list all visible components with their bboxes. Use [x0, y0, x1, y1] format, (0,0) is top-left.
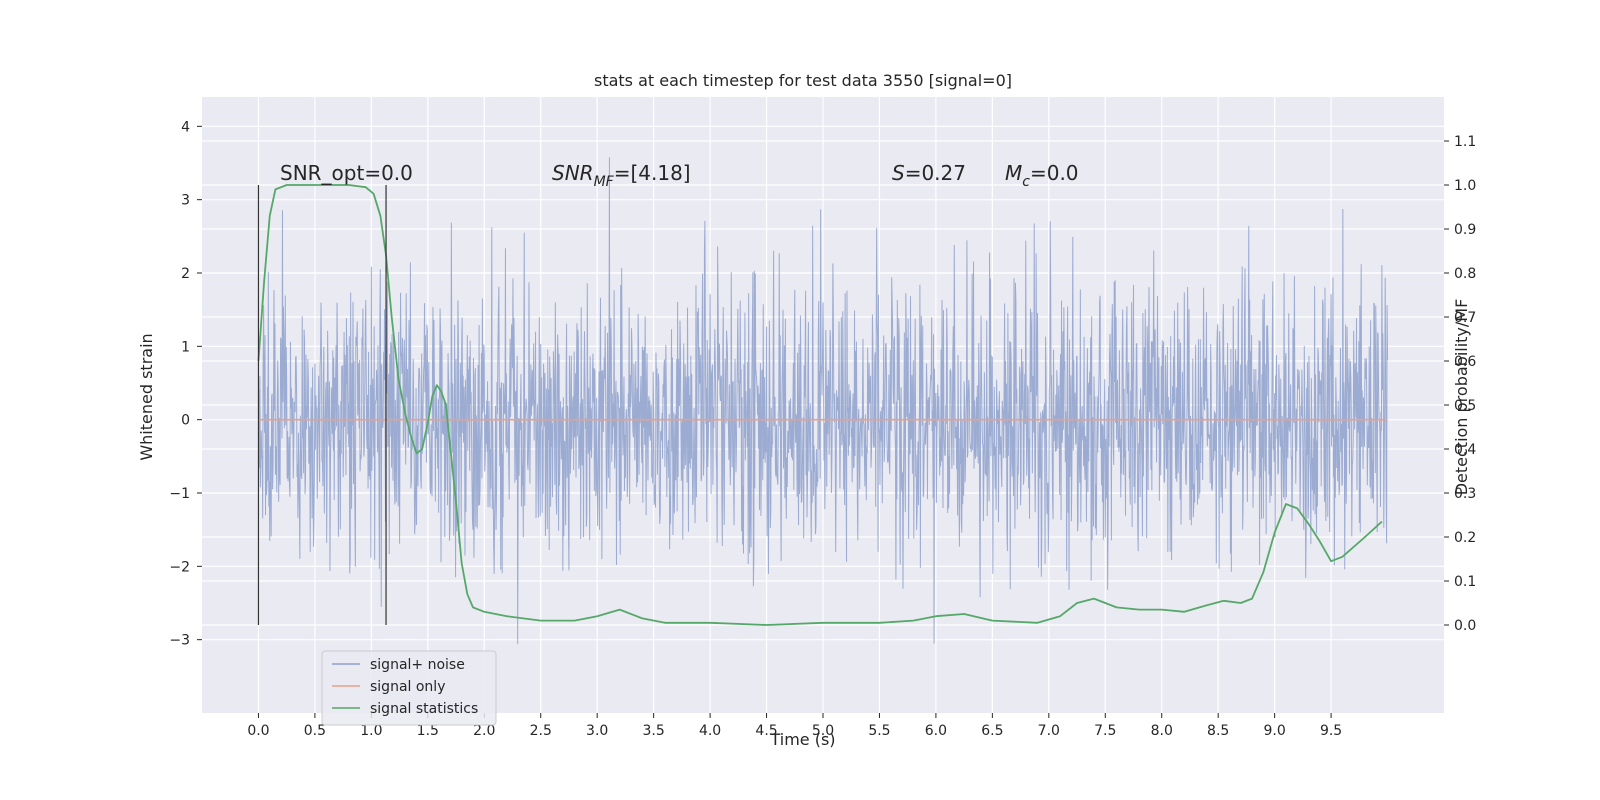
x-tick-label: 9.0 [1264, 723, 1286, 739]
s-value: =0.27 [905, 161, 966, 185]
x-tick-label: 7.0 [1038, 723, 1060, 739]
right-y-tick-label: 1.0 [1454, 178, 1476, 194]
legend-label-signal-statistics: signal statistics [370, 701, 478, 717]
right-y-tick-label: 0.7 [1454, 310, 1476, 326]
y-tick-label: 3 [181, 193, 190, 209]
x-axis-label: Time (s) [769, 730, 835, 749]
snr-mf-sub: MF [594, 174, 615, 190]
signal-plus-noise-line [257, 157, 1389, 645]
right-y-axis-ticks: 0.0 0.1 0.2 0.3 0.4 0.5 0.6 0.7 0.8 0.9 1.0 1.1 [1444, 134, 1476, 634]
right-y-tick-label: 0.8 [1454, 266, 1476, 282]
mc-value: =0.0 [1030, 161, 1079, 185]
x-tick-label: 0.5 [304, 723, 326, 739]
mc-sub: c [1022, 174, 1030, 190]
s-symbol: S [892, 161, 905, 185]
x-tick-label: 6.5 [981, 723, 1003, 739]
legend-label-signal-noise: signal+ noise [370, 657, 465, 673]
right-y-tick-label: 1.1 [1454, 134, 1476, 150]
x-tick-label: 3.5 [643, 723, 665, 739]
y-tick-label: −3 [169, 633, 190, 649]
x-tick-label: 4.5 [755, 723, 777, 739]
right-y-tick-label: 0.2 [1454, 530, 1476, 546]
x-tick-label: 0.0 [247, 723, 269, 739]
signal-plus-noise-series [257, 157, 1389, 645]
x-tick-label: 3.0 [586, 723, 608, 739]
right-y-tick-label: 0.9 [1454, 222, 1476, 238]
y-axis-label: Whitened strain [137, 333, 156, 460]
vertical-markers [257, 185, 387, 625]
y-axis-ticks: −3 −2 −1 0 1 2 3 4 [169, 119, 202, 649]
x-tick-label: 1.5 [417, 723, 439, 739]
snr-mf-base: SNR [552, 161, 594, 185]
x-tick-label: 2.5 [530, 723, 552, 739]
right-y-tick-label: 0.6 [1454, 354, 1476, 370]
legend: signal+ noise signal only signal statist… [321, 650, 497, 726]
x-tick-label: 8.5 [1207, 723, 1229, 739]
y-tick-label: −2 [169, 559, 190, 575]
x-tick-label: 2.0 [473, 723, 495, 739]
mc-symbol: M [1005, 161, 1022, 185]
x-tick-label: 9.5 [1320, 723, 1342, 739]
right-y-tick-label: 0.3 [1454, 486, 1476, 502]
x-axis-ticks: 0.0 0.5 1.0 1.5 2.0 2.5 3.0 3.5 4.0 4.5 5.0 5.5 6.0 6… [247, 713, 1342, 739]
x-tick-label: 4.0 [699, 723, 721, 739]
annotation-s: S=0.27 [892, 161, 966, 185]
y-tick-label: 0 [181, 413, 190, 429]
x-tick-label: 8.0 [1151, 723, 1173, 739]
right-y-tick-label: 0.1 [1454, 574, 1476, 590]
x-tick-label: 1.0 [360, 723, 382, 739]
legend-box [321, 650, 497, 726]
annotation-snr-mf: SNRMF=[4.18] [552, 161, 691, 190]
y-tick-label: 1 [181, 339, 190, 355]
right-y-axis-label: Detection probability/MF [1452, 299, 1471, 496]
y-tick-label: 2 [181, 266, 190, 282]
right-y-tick-label: 0.0 [1454, 618, 1476, 634]
legend-label-signal-only: signal only [370, 679, 445, 695]
y-tick-label: −1 [169, 486, 190, 502]
x-tick-label: 5.0 [812, 723, 834, 739]
x-tick-label: 6.0 [925, 723, 947, 739]
y-tick-label: 4 [181, 119, 190, 135]
snr-mf-value: =[4.18] [614, 161, 691, 185]
chart-title: stats at each timestep for test data 355… [594, 71, 1012, 90]
annotation-mc: Mc=0.0 [1005, 161, 1079, 190]
right-y-tick-label: 0.5 [1454, 398, 1476, 414]
right-y-tick-label: 0.4 [1454, 442, 1476, 458]
x-tick-label: 5.5 [868, 723, 890, 739]
annotation-snr-opt: SNR_opt=0.0 [280, 161, 413, 185]
x-tick-label: 7.5 [1094, 723, 1116, 739]
